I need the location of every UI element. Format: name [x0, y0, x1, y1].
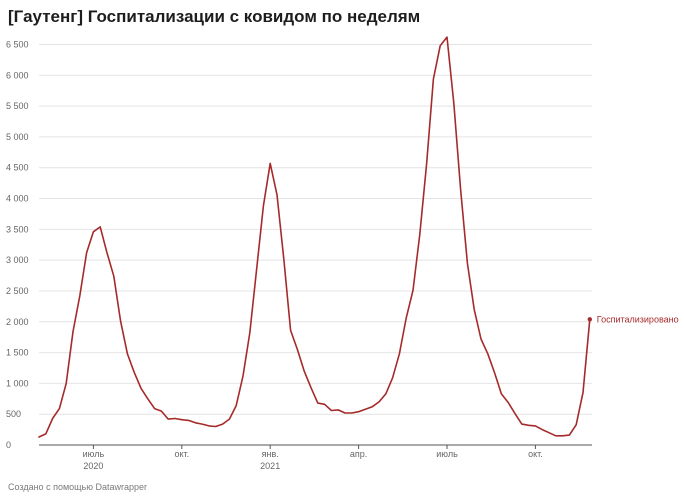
y-tick-label: 500: [6, 409, 21, 419]
x-axis-ticks: июль 2020 окт. янв. 2021 апр. июль окт.: [83, 445, 543, 471]
y-tick-label: 5 500: [6, 101, 29, 111]
series-line: [38, 36, 591, 438]
x-tick-label: окт.: [174, 449, 189, 459]
y-tick-label: 0: [6, 440, 11, 450]
y-tick-label: 4 000: [6, 194, 29, 204]
x-tick-label: янв.: [262, 449, 279, 459]
series-end-label: Госпитализировано: [597, 314, 679, 324]
y-tick-label: 4 500: [6, 163, 29, 173]
y-tick-label: 2 000: [6, 317, 29, 327]
series-end-point: [587, 317, 592, 322]
y-tick-label: 3 500: [6, 224, 29, 234]
x-tick-label: июль: [436, 449, 458, 459]
y-tick-label: 1 500: [6, 348, 29, 358]
y-tick-label: 2 500: [6, 286, 29, 296]
y-tick-label: 1 000: [6, 378, 29, 388]
x-tick-year-label: 2020: [83, 461, 103, 471]
x-tick-label: апр.: [350, 449, 367, 459]
credit-footer: Создано с помощью Datawrapper: [8, 482, 148, 492]
line-chart: 0 500 1 000 1 500 2 000 2 500 3 000 3 500 4 000 4…: [6, 36, 679, 471]
y-axis-ticks: 0 500 1 000 1 500 2 000 2 500 3 000 3 500 4 000 4…: [6, 40, 29, 451]
x-tick-label: июль: [83, 449, 105, 459]
series-layer: Госпитализировано: [38, 36, 679, 438]
gridlines: [39, 44, 592, 446]
y-tick-label: 5 000: [6, 132, 29, 142]
y-tick-label: 6 000: [6, 70, 29, 80]
x-tick-year-label: 2021: [260, 461, 280, 471]
y-tick-label: 6 500: [6, 40, 29, 50]
chart-title: [Гаутенг] Госпитализации с ковидом по не…: [8, 7, 421, 26]
y-tick-label: 3 000: [6, 255, 29, 265]
x-tick-label: окт.: [528, 449, 543, 459]
